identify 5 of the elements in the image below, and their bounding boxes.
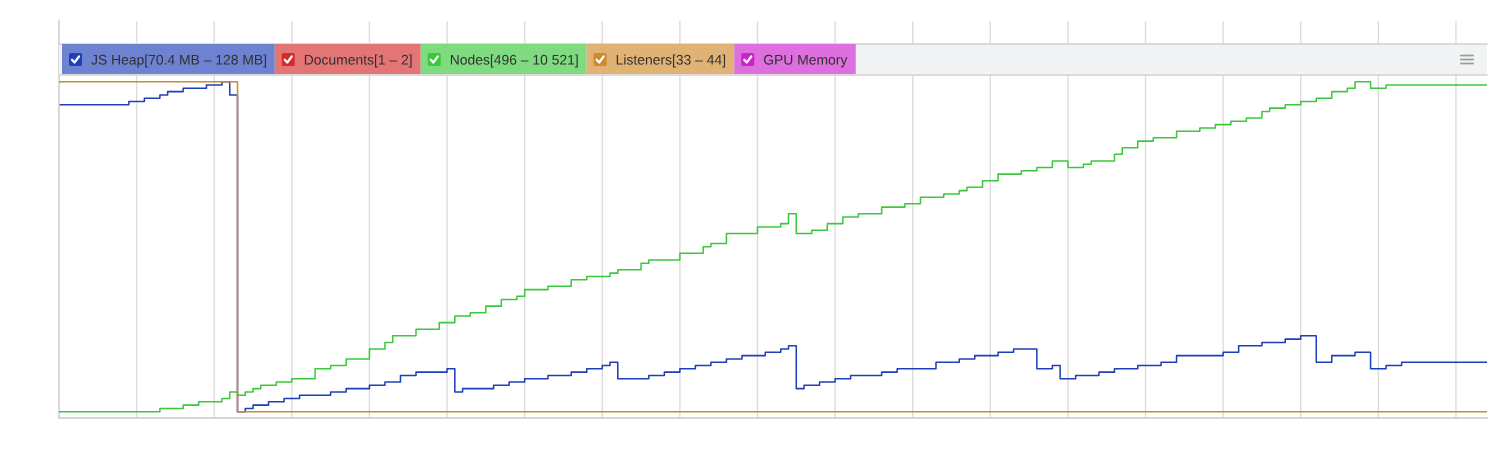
legend-label: GPU Memory — [763, 54, 848, 68]
legend-label: Documents[1 – 2] — [304, 54, 412, 68]
legend-label: JS Heap[70.4 MB – 128 MB] — [91, 54, 267, 68]
legend-label: Listeners[33 – 44] — [616, 54, 726, 68]
legend-label: Nodes[496 – 10 521] — [450, 54, 578, 68]
